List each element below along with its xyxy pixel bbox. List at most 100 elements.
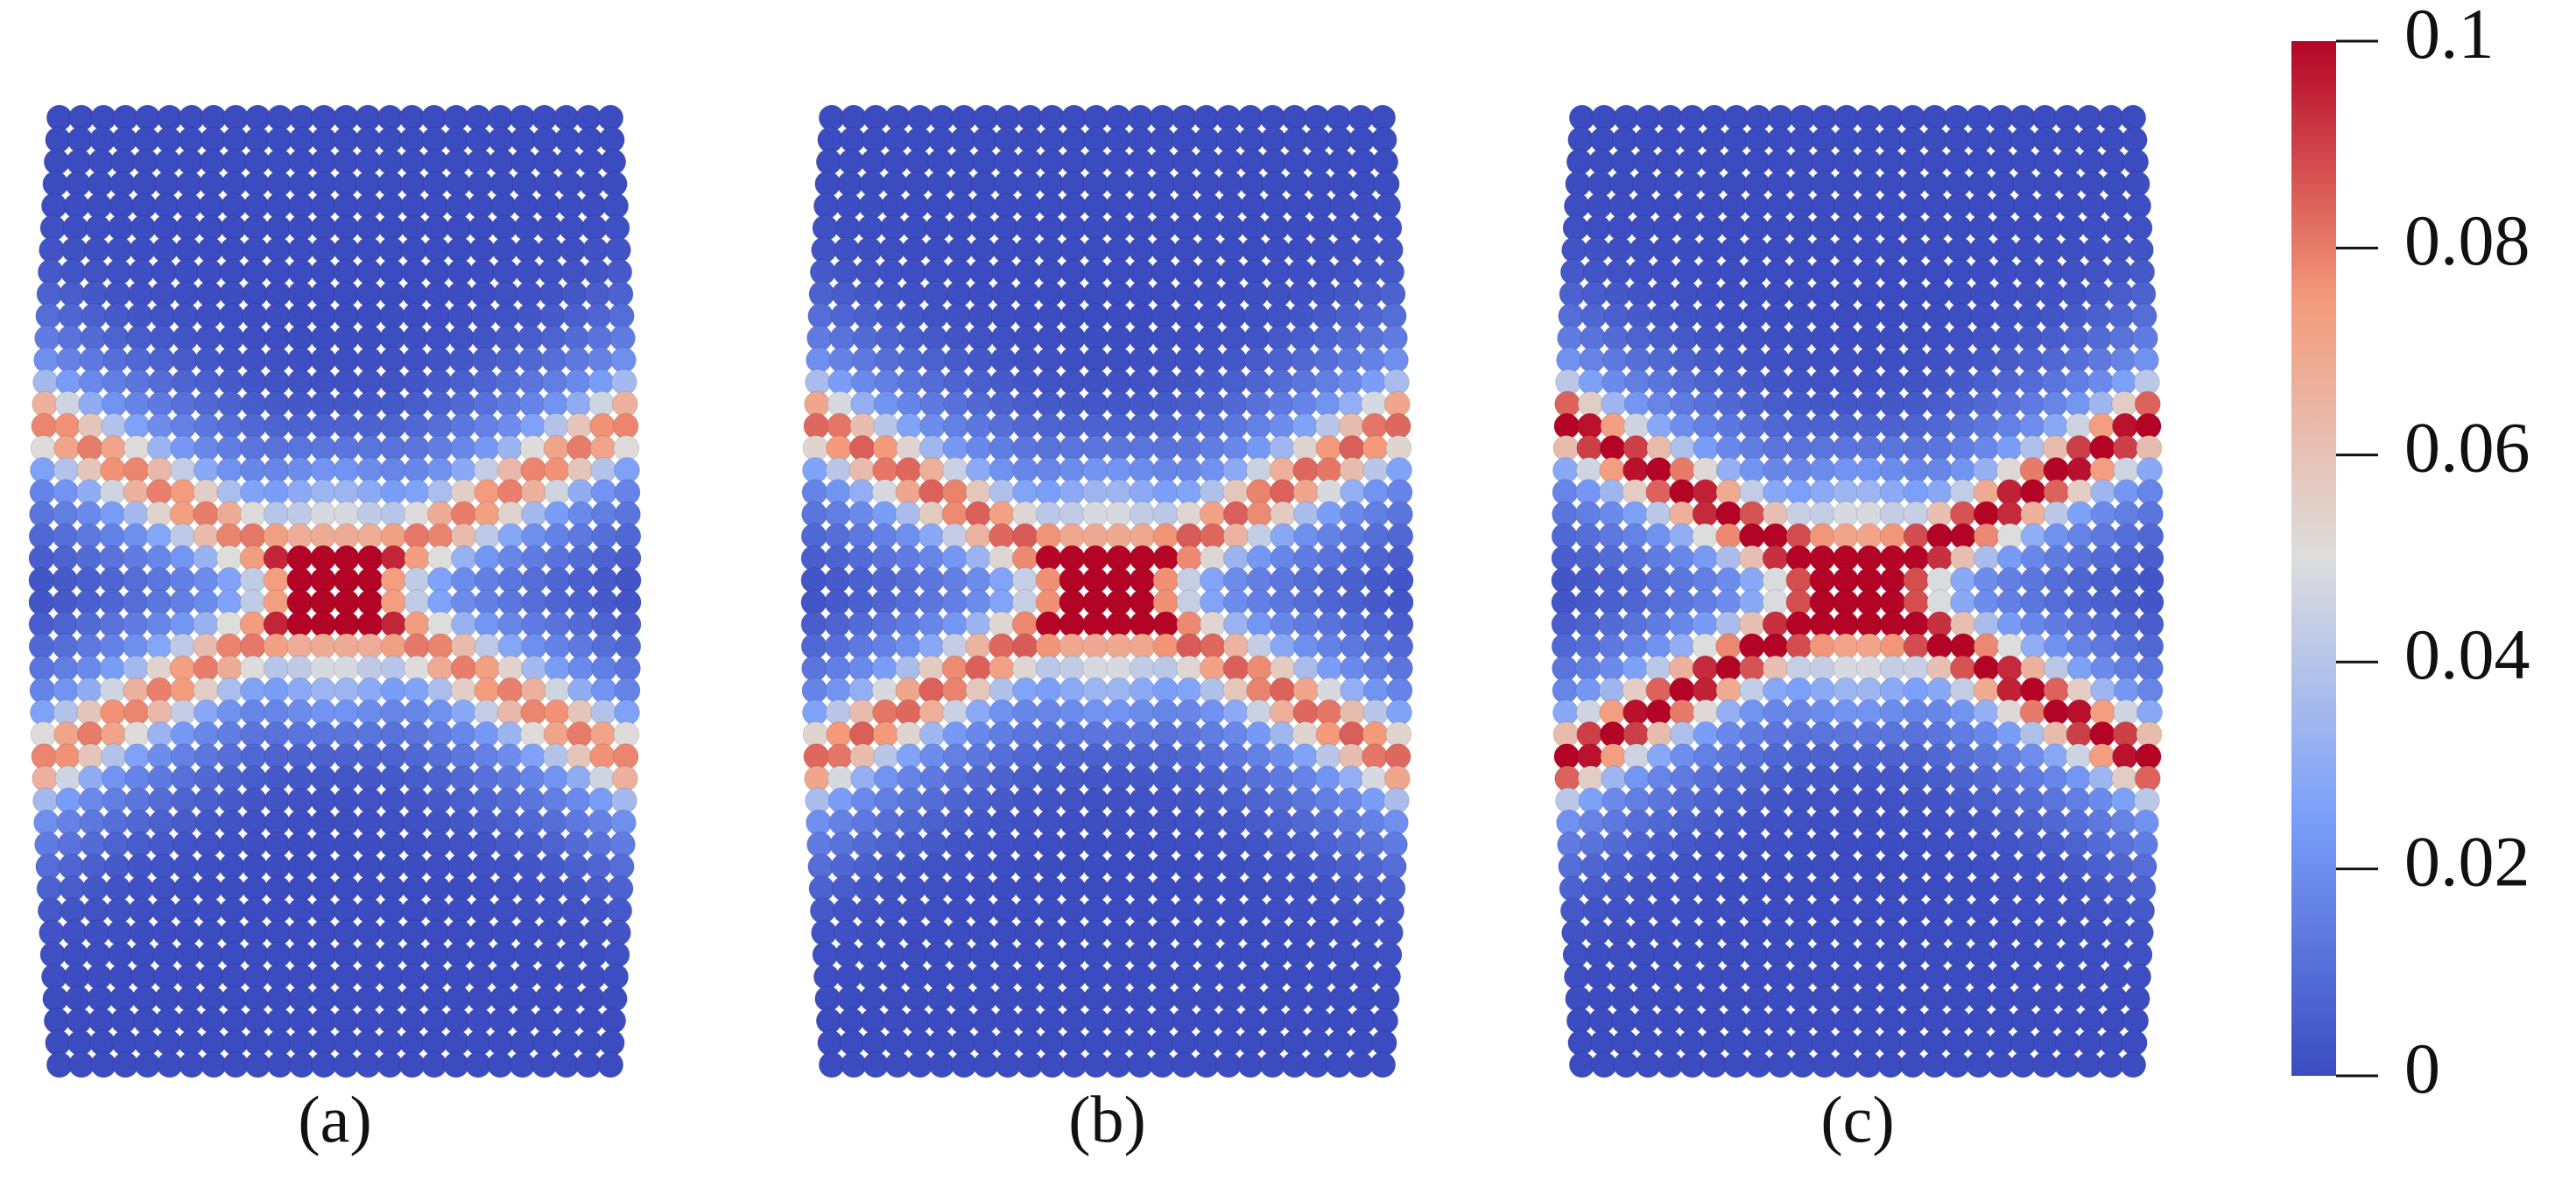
particle: [1362, 412, 1389, 439]
particle: [2011, 148, 2038, 175]
particle: [1855, 633, 1883, 660]
particle: [880, 193, 907, 220]
particle: [1581, 875, 1608, 903]
particle: [1348, 104, 1374, 131]
particle: [286, 677, 313, 704]
particle: [1289, 831, 1316, 858]
particle: [1789, 126, 1816, 153]
particle: [1198, 390, 1225, 418]
particle: [1355, 236, 1381, 263]
particle: [564, 347, 591, 374]
particle: [1995, 457, 2023, 484]
particle: [107, 941, 134, 968]
particle: [897, 390, 924, 418]
particle: [148, 787, 175, 814]
particle: [553, 1051, 580, 1078]
particle: [1879, 390, 1906, 418]
particle: [1270, 566, 1297, 594]
particle: [1082, 677, 1109, 704]
particle: [1293, 633, 1320, 660]
particle: [1646, 721, 1673, 748]
particle: [598, 1029, 625, 1057]
particle: [1312, 303, 1339, 329]
particle: [919, 743, 947, 770]
particle: [193, 457, 220, 484]
particle: [879, 941, 906, 968]
particle: [1293, 611, 1320, 638]
particle: [2100, 148, 2127, 175]
particle: [1340, 501, 1367, 528]
particle: [1175, 390, 1202, 418]
particle: [1285, 941, 1313, 968]
particle: [263, 523, 290, 550]
particle: [1105, 390, 1132, 418]
particle: [1809, 566, 1836, 594]
particle: [1969, 258, 1996, 285]
particle: [63, 193, 90, 220]
particle: [154, 148, 181, 175]
particle: [1671, 787, 1698, 814]
particle: [897, 347, 925, 374]
particle: [76, 457, 103, 484]
particle: [1292, 721, 1319, 748]
particle: [1369, 1051, 1397, 1078]
particle: [1327, 148, 1355, 175]
particle: [1949, 721, 1976, 748]
particle: [1355, 258, 1383, 285]
particle: [608, 303, 635, 329]
particle: [1035, 721, 1062, 748]
particle: [221, 193, 248, 220]
particle: [611, 390, 638, 418]
particle: [53, 457, 80, 484]
particle: [989, 721, 1016, 748]
particle: [1173, 875, 1200, 903]
particle: [60, 897, 87, 924]
particle: [149, 831, 176, 858]
particle: [1327, 126, 1354, 153]
particle: [169, 611, 196, 638]
particle: [355, 1008, 382, 1035]
particle: [1012, 457, 1039, 484]
particle: [56, 347, 83, 374]
particle: [1127, 985, 1154, 1012]
particle: [1739, 633, 1765, 660]
particle: [450, 633, 477, 660]
particle: [1293, 523, 1320, 550]
particle: [474, 633, 501, 660]
particle: [1605, 897, 1632, 924]
particle: [310, 193, 337, 220]
particle: [2100, 1008, 2127, 1035]
particle: [1242, 258, 1269, 285]
particle: [1197, 303, 1224, 329]
particle: [926, 1008, 954, 1035]
particle: [884, 1051, 911, 1078]
particle: [1129, 611, 1156, 638]
particle: [2060, 258, 2087, 285]
particle: [1574, 501, 1601, 528]
particle: [1307, 193, 1334, 220]
particle: [1222, 611, 1249, 638]
particle: [2123, 985, 2150, 1012]
particle: [1968, 236, 1995, 263]
particle: [1877, 1008, 1904, 1035]
particle: [1621, 566, 1648, 594]
particle: [1903, 457, 1930, 484]
particle: [1902, 743, 1929, 770]
particle: [403, 743, 430, 770]
particle: [1037, 897, 1064, 924]
particle: [40, 193, 67, 220]
particle: [1575, 457, 1602, 484]
particle: [1946, 897, 1974, 924]
particle: [263, 501, 290, 528]
particle: [40, 963, 67, 990]
particle: [568, 566, 595, 594]
particle: [1715, 501, 1742, 528]
particle: [947, 193, 975, 220]
particle: [101, 412, 128, 439]
particle: [108, 193, 135, 220]
particle: [1105, 1051, 1132, 1078]
particle: [582, 236, 609, 263]
particle: [1567, 126, 1594, 153]
particle: [154, 1008, 181, 1035]
particle: [517, 303, 543, 329]
